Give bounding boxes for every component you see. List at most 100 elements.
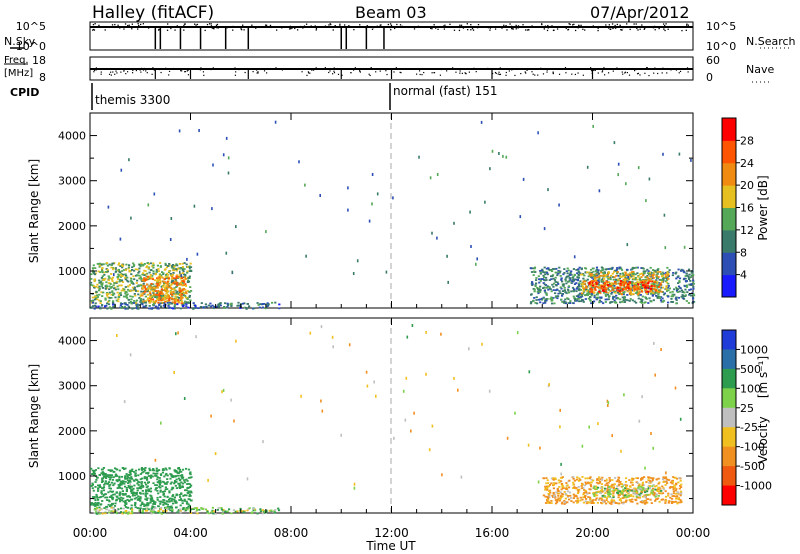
power-cell [600, 271, 603, 274]
velocity-cell [145, 507, 148, 510]
power-cell [101, 304, 104, 306]
velocity-cell [642, 484, 645, 486]
power-cell [118, 262, 121, 265]
power-cell [119, 271, 122, 274]
velocity-cell [137, 495, 140, 498]
power-cell [604, 274, 607, 277]
power-cell [678, 281, 681, 283]
power-cell [180, 300, 183, 302]
power-cell [595, 274, 598, 277]
velocity-cell [550, 500, 553, 502]
power-cell [686, 284, 689, 287]
power-cell [556, 297, 559, 300]
power-cell [96, 296, 99, 298]
power-cell [156, 286, 159, 289]
nave-dot [501, 67, 503, 70]
power-cell [170, 307, 174, 309]
power-cell [539, 271, 542, 274]
velocity-cell [97, 502, 100, 505]
power-cell [157, 301, 160, 304]
velocity-cell [186, 508, 189, 511]
power-cell [622, 273, 625, 276]
noise-search-dot [332, 29, 334, 31]
power-cell [90, 300, 93, 302]
velocity-cell [91, 469, 94, 472]
velocity-cell [126, 495, 129, 498]
power-cell [546, 285, 549, 288]
velocity-cell [565, 493, 568, 496]
power-cell [575, 290, 578, 293]
nave-dot [311, 69, 313, 71]
power-cell [611, 284, 614, 287]
power-cell [677, 296, 680, 299]
power-cell [629, 273, 632, 276]
velocity-cell [104, 512, 107, 515]
velocity-cell [599, 478, 602, 481]
power-cell [602, 284, 605, 287]
power-cell [598, 289, 601, 292]
velocity-cell [642, 488, 645, 491]
velocity-cell [128, 487, 131, 490]
power-cell [595, 268, 599, 271]
noise-search-dot [348, 25, 350, 27]
power-cell [554, 276, 557, 279]
power-cell [117, 268, 120, 271]
velocity-cell [130, 504, 133, 507]
power-cell [659, 299, 663, 302]
nave-dot [379, 70, 381, 72]
velocity-cell [183, 494, 186, 496]
power-cell [631, 283, 634, 286]
power-cell [135, 302, 138, 304]
power-cell [689, 288, 692, 291]
noise-search-dot [470, 29, 472, 31]
power-cell [664, 271, 667, 274]
velocity-cell [116, 509, 119, 512]
power-cell [237, 301, 240, 304]
velocity-cell [124, 512, 127, 514]
velocity-cell [567, 495, 570, 497]
velocity-echo [331, 335, 334, 339]
velocity-cell [96, 497, 99, 499]
nave-dot [582, 74, 584, 76]
power-cell [138, 297, 141, 299]
noise-search-dot [390, 29, 392, 31]
velocity-cell [554, 482, 558, 485]
nave-dot [628, 74, 631, 76]
velocity-cell [547, 498, 550, 501]
velocity-cell [129, 512, 132, 515]
power-cell [115, 282, 118, 284]
velocity-cell [173, 500, 176, 502]
noise-search-dot [387, 23, 389, 26]
velocity-cell [634, 498, 637, 501]
noise-search-dot [251, 24, 253, 26]
power-cell [618, 293, 621, 295]
velocity-cell [143, 508, 146, 510]
noise-search-dot [613, 26, 615, 29]
power-echo [305, 254, 307, 258]
power-cell [179, 294, 182, 297]
power-cell [168, 264, 171, 267]
power-cell [173, 305, 176, 308]
nave-dot [499, 67, 501, 69]
power-cell [592, 280, 595, 283]
power-cell [161, 298, 164, 300]
velocity-cell [188, 498, 191, 501]
x-tick-label: 12:00 [374, 526, 409, 540]
velocity-cell [168, 505, 171, 508]
power-cell [148, 296, 152, 299]
power-cell [181, 284, 184, 287]
noise-search-dot [329, 25, 331, 28]
power-cell [207, 304, 210, 307]
velocity-cell [189, 490, 192, 493]
power-cell [164, 288, 167, 290]
velocity-cell [556, 498, 559, 501]
velocity-cell [188, 472, 192, 475]
power-cell [566, 288, 570, 291]
power-cell [564, 301, 567, 303]
power-cell [174, 278, 177, 281]
power-cell [149, 294, 152, 296]
y-tick-label: 1000 [58, 265, 86, 278]
velocity-cell [653, 492, 656, 494]
nave-dot [370, 67, 372, 69]
velocity-cell [131, 468, 134, 471]
